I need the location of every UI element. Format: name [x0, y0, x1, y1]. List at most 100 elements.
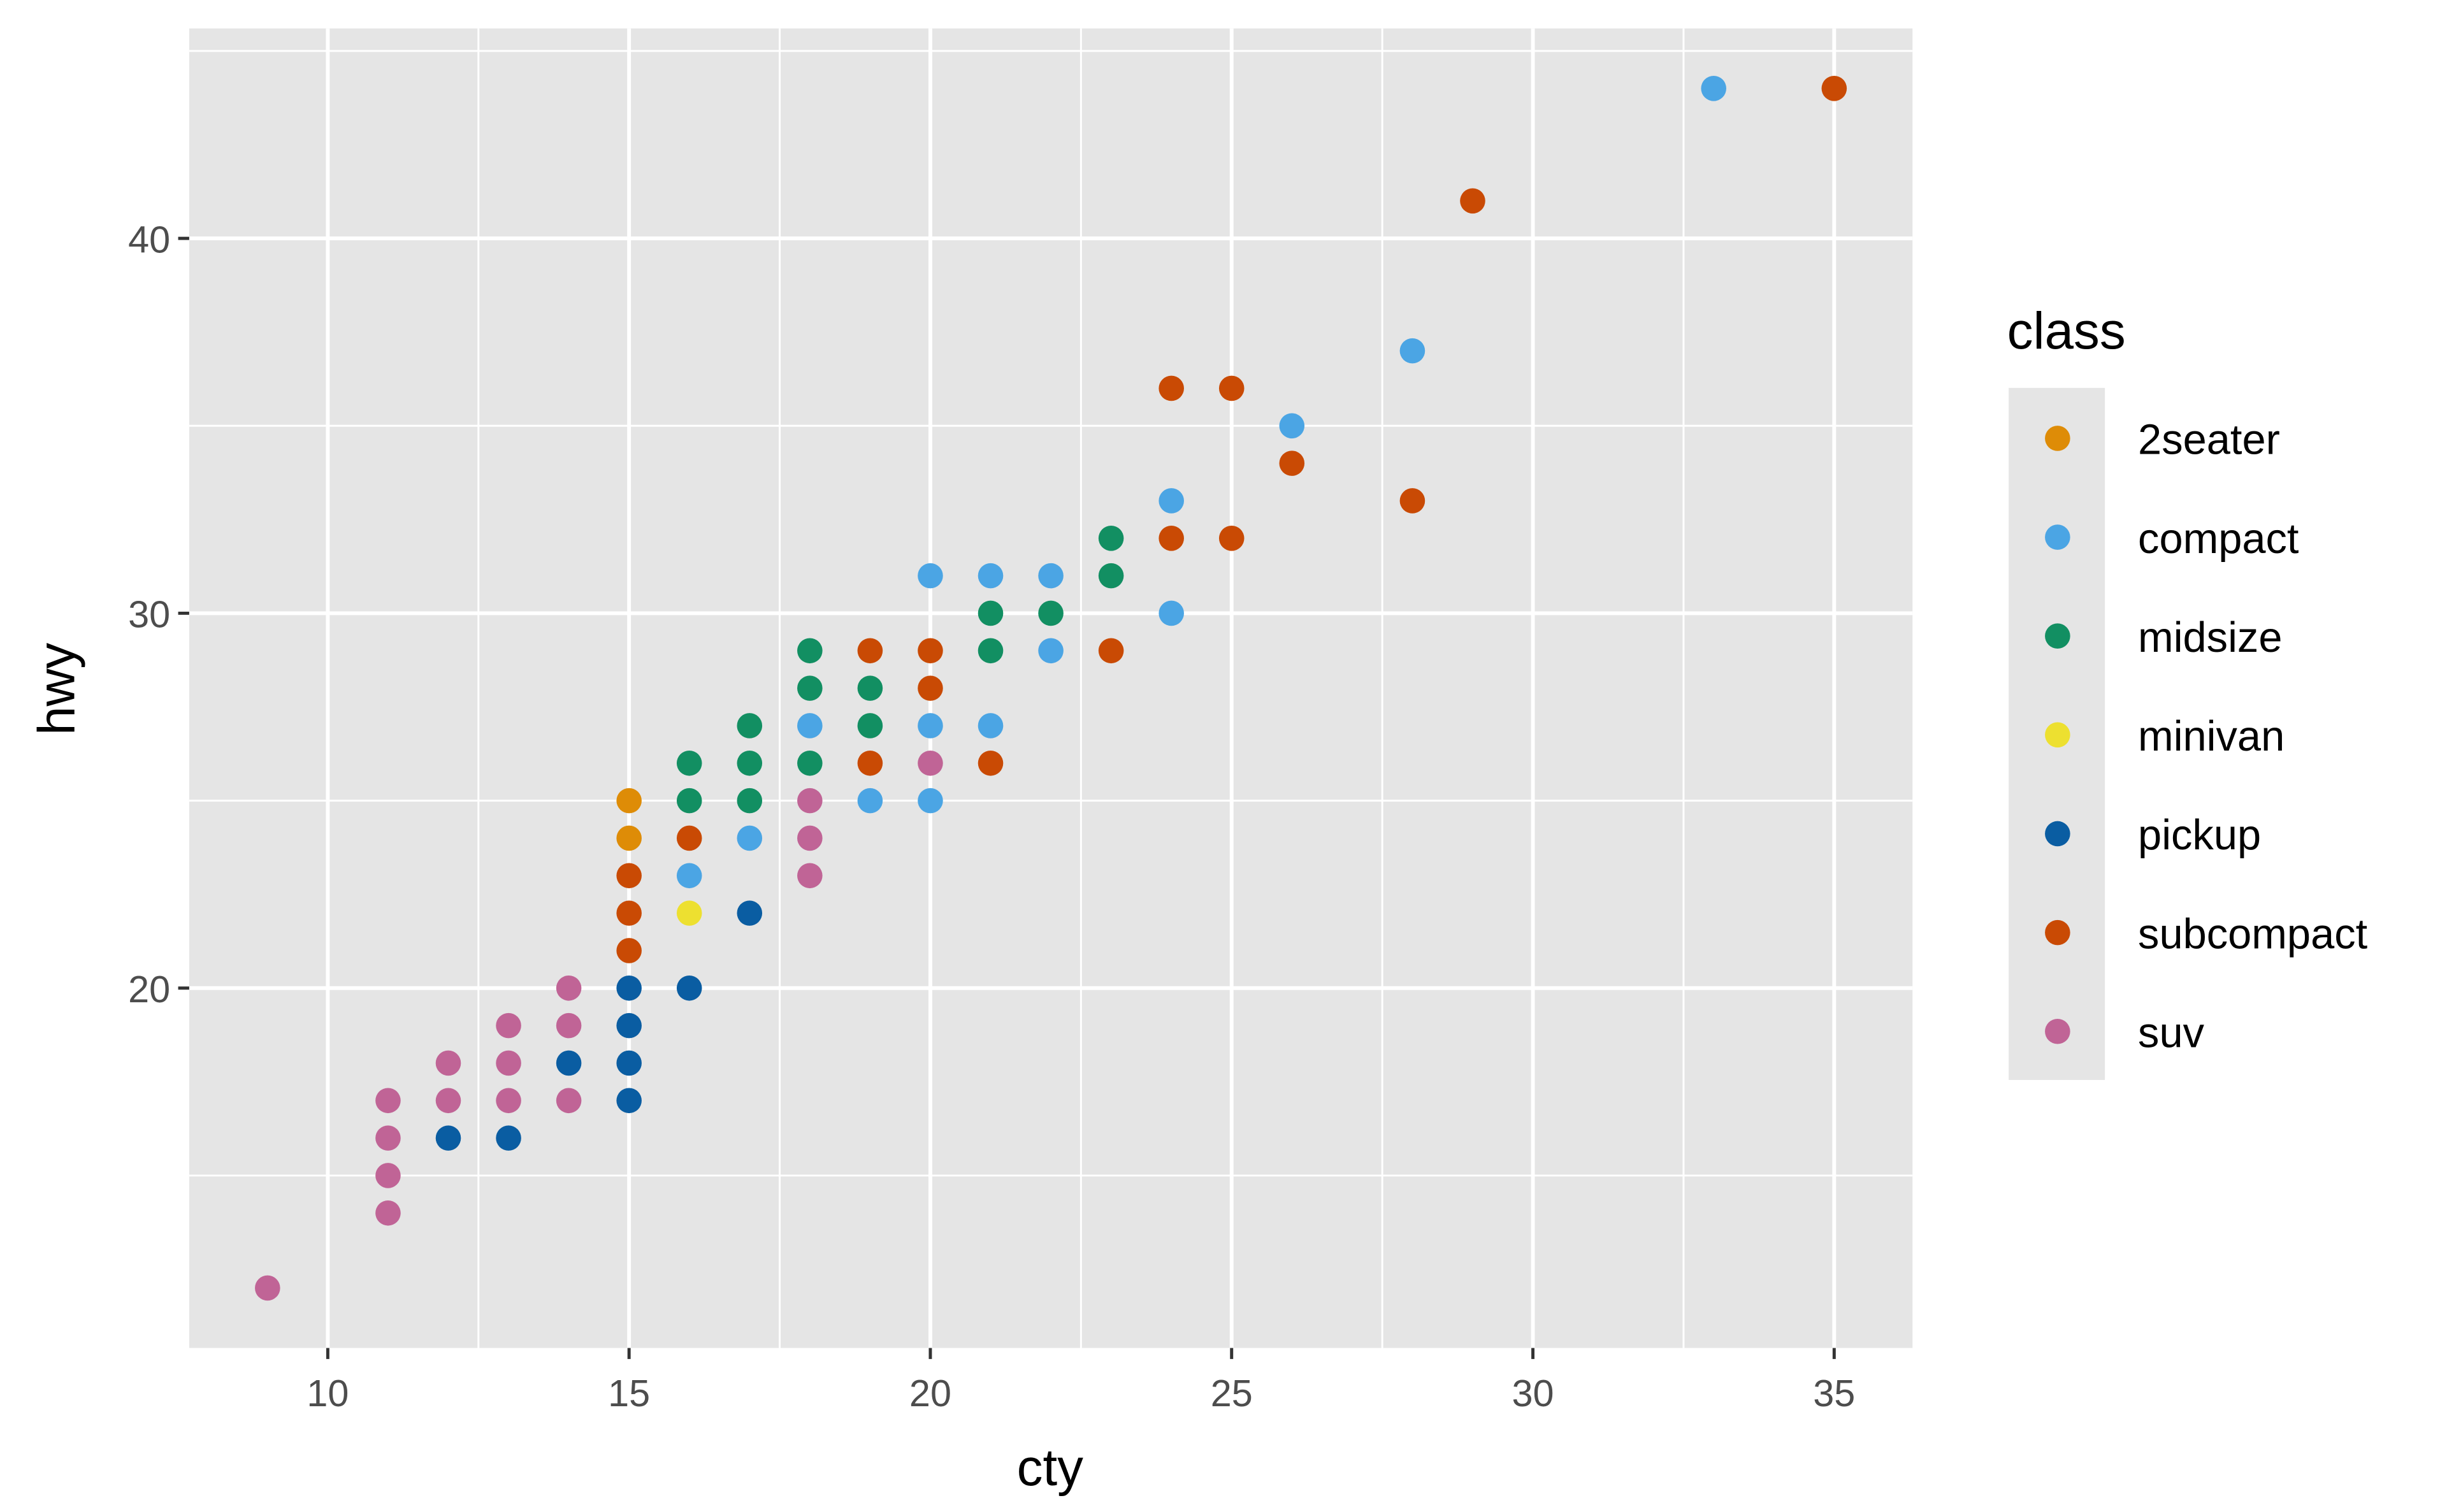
legend-label-minivan: minivan: [2138, 713, 2285, 760]
point-midsize: [797, 675, 823, 701]
point-midsize: [978, 600, 1004, 626]
point-subcompact: [616, 900, 642, 926]
point-subcompact: [857, 750, 883, 776]
point-2seater: [616, 788, 642, 814]
x-tick-label: 20: [909, 1372, 951, 1415]
point-suv: [375, 1200, 401, 1226]
point-suv: [255, 1275, 280, 1301]
legend-key-pickup: [2045, 821, 2070, 847]
legend-key-compact: [2045, 524, 2070, 550]
point-compact: [1701, 75, 1726, 101]
legend-label-subcompact: subcompact: [2138, 911, 2368, 958]
point-compact: [978, 563, 1004, 589]
y-axis-title: hwy: [27, 643, 85, 735]
point-compact: [737, 825, 763, 851]
point-pickup: [676, 975, 702, 1001]
point-subcompact: [676, 825, 702, 851]
point-subcompact: [1279, 450, 1305, 476]
grid: [189, 28, 1913, 1348]
point-compact: [1038, 563, 1064, 589]
point-subcompact: [1098, 638, 1124, 664]
point-midsize: [676, 750, 702, 776]
y-tick-label: 40: [128, 218, 170, 261]
legend-key-subcompact: [2045, 919, 2070, 946]
point-pickup: [737, 900, 763, 926]
point-compact: [918, 788, 943, 814]
point-suv: [375, 1163, 401, 1188]
point-midsize: [978, 638, 1004, 664]
legend-label-suv: suv: [2138, 1009, 2205, 1056]
x-tick-label: 15: [608, 1372, 650, 1415]
legend: class 2seater compact midsize minivan pickup…: [2007, 302, 2368, 1080]
point-compact: [676, 863, 702, 889]
point-subcompact: [1218, 525, 1245, 551]
legend-label-midsize: midsize: [2138, 614, 2282, 661]
point-2seater: [616, 825, 642, 851]
y-tick-label: 30: [128, 593, 170, 636]
point-pickup: [616, 1012, 642, 1039]
point-suv: [375, 1125, 401, 1151]
point-compact: [857, 788, 883, 814]
point-suv: [435, 1088, 461, 1114]
legend-key-midsize: [2045, 623, 2070, 649]
point-compact: [1399, 338, 1426, 364]
legend-label-compact: compact: [2138, 515, 2299, 563]
point-compact: [1159, 600, 1184, 626]
point-pickup: [435, 1125, 461, 1151]
point-pickup: [616, 1050, 642, 1076]
point-midsize: [1038, 600, 1064, 626]
point-midsize: [737, 788, 763, 814]
point-midsize: [676, 788, 702, 814]
point-subcompact: [1159, 525, 1184, 551]
point-midsize: [1098, 525, 1124, 551]
x-tick-label: 10: [307, 1372, 349, 1415]
point-subcompact: [1399, 488, 1426, 514]
point-suv: [556, 975, 582, 1001]
point-subcompact: [1159, 375, 1184, 401]
point-subcompact: [616, 863, 642, 889]
legend-key-suv: [2045, 1018, 2070, 1044]
y-tick-label: 20: [128, 968, 170, 1011]
point-subcompact: [978, 750, 1004, 776]
point-compact: [1038, 638, 1064, 664]
point-midsize: [1098, 563, 1124, 589]
point-suv: [375, 1088, 401, 1114]
x-tick-label: 30: [1512, 1372, 1554, 1415]
point-midsize: [857, 713, 883, 738]
point-suv: [556, 1088, 582, 1114]
panel-background: [189, 28, 1913, 1348]
axes: 10 15 20 25 30 35 20 30 40: [128, 218, 1855, 1415]
point-subcompact: [918, 675, 943, 701]
point-midsize: [797, 638, 823, 664]
x-tick-label: 25: [1211, 1372, 1253, 1415]
point-midsize: [857, 675, 883, 701]
point-subcompact: [918, 638, 943, 664]
point-subcompact: [1218, 375, 1245, 401]
point-suv: [496, 1012, 521, 1039]
point-midsize: [797, 750, 823, 776]
x-axis-title: cty: [1017, 1439, 1083, 1497]
legend-label-2seater: 2seater: [2138, 417, 2280, 464]
point-midsize: [737, 713, 763, 738]
x-tick-label: 35: [1813, 1372, 1855, 1415]
point-suv: [797, 825, 823, 851]
point-compact: [797, 713, 823, 738]
legend-label-pickup: pickup: [2138, 812, 2261, 859]
point-suv: [918, 750, 943, 776]
point-pickup: [496, 1125, 521, 1151]
point-suv: [556, 1012, 582, 1039]
point-compact: [978, 713, 1004, 738]
point-subcompact: [616, 938, 642, 963]
point-suv: [797, 863, 823, 889]
point-suv: [435, 1050, 461, 1076]
point-suv: [797, 788, 823, 814]
point-minivan: [676, 900, 702, 926]
point-compact: [918, 713, 943, 738]
point-compact: [918, 563, 943, 589]
point-suv: [496, 1088, 521, 1114]
point-pickup: [616, 975, 642, 1001]
point-pickup: [556, 1050, 582, 1076]
legend-key-minivan: [2045, 722, 2070, 748]
legend-key-2seater: [2045, 426, 2070, 451]
